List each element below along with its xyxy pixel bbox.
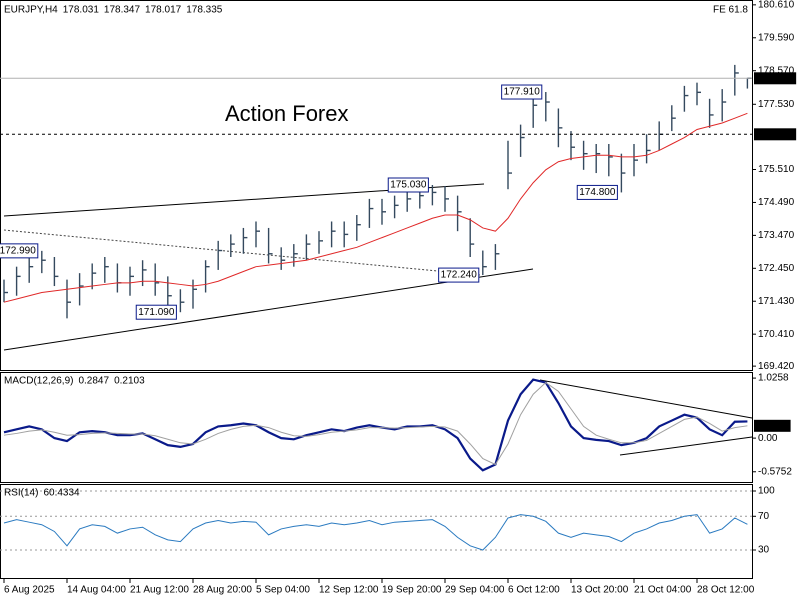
x-tick-label: 5 Sep 04:00	[256, 585, 310, 596]
x-tick-label: 28 Aug 20:00	[193, 585, 252, 596]
header-text: MACD(12,26,9)	[4, 376, 73, 387]
y-tick-label: 174.490	[758, 197, 795, 208]
price-annotation-box	[387, 177, 429, 193]
y-tick-label: 175.510	[758, 164, 795, 175]
level-label: 176.600	[757, 129, 794, 140]
y-tick-label: 171.430	[758, 296, 795, 307]
header-text: EURJPY,H4	[4, 5, 58, 16]
price-annotation: 172.990	[0, 246, 36, 257]
price-annotation-box	[0, 243, 39, 259]
signal-label-box	[754, 419, 791, 432]
y-tick-label: 100	[758, 486, 775, 497]
header-text: RSI(14)	[4, 488, 38, 499]
y-tick-label: 1.0258	[758, 373, 789, 384]
price-panel	[0, 0, 753, 371]
y-tick-label: 173.470	[758, 230, 795, 241]
x-tick-label: 14 Aug 04:00	[67, 585, 126, 596]
price-annotation-box	[438, 267, 480, 283]
x-tick-label: 13 Oct 20:00	[571, 585, 629, 596]
x-tick-label: 28 Oct 12:00	[697, 585, 755, 596]
header-text: 178.347	[104, 5, 141, 16]
header-text: 60.4334	[43, 488, 80, 499]
price-annotation: 172.240	[441, 270, 478, 281]
x-tick-label: 6 Oct 12:00	[508, 585, 560, 596]
y-tick-label: 30	[758, 545, 770, 556]
header-text: 178.031	[63, 5, 100, 16]
y-tick-label: 179.590	[758, 32, 795, 43]
y-tick-label: 178.570	[758, 65, 795, 76]
x-tick-label: 29 Sep 04:00	[445, 585, 505, 596]
x-tick-label: 21 Oct 04:00	[634, 585, 692, 596]
moving-average	[3, 112, 748, 303]
header-text: 178.017	[145, 5, 182, 16]
price-annotation-box	[501, 84, 543, 100]
header-text: 0.2847	[78, 376, 109, 387]
current-price-label: 178.335	[757, 73, 794, 84]
y-tick-label: 170.410	[758, 329, 795, 340]
indicator-note: FE 61.8	[713, 5, 748, 16]
price-annotation-box	[135, 304, 177, 320]
x-tick-label: 6 Aug 2025	[4, 585, 55, 596]
x-tick-label: 12 Sep 12:00	[319, 585, 379, 596]
x-tick-label: 19 Sep 20:00	[382, 585, 442, 596]
y-tick-label: -0.5752	[758, 466, 792, 477]
price-annotation-box	[576, 184, 618, 200]
macd-trendline	[539, 379, 753, 419]
indicator-line	[3, 381, 748, 466]
price-annotation: 177.910	[504, 87, 541, 98]
y-tick-label: 70	[758, 511, 770, 522]
current-price-label-box	[754, 72, 797, 85]
level-label-box	[754, 128, 797, 141]
signal-label: 0.2103	[757, 420, 788, 431]
price-annotation: 171.090	[138, 307, 175, 318]
macd-trendline	[619, 436, 753, 456]
y-tick-label: 169.420	[758, 361, 795, 372]
price-annotation: 175.030	[390, 180, 427, 191]
y-tick-label: 0.00	[758, 433, 778, 444]
y-tick-label: 172.450	[758, 263, 795, 274]
header-text: 178.335	[186, 5, 223, 16]
header-text: 0.2103	[114, 376, 145, 387]
macd-panel	[0, 372, 753, 483]
x-tick-label: 21 Aug 12:00	[130, 585, 189, 596]
indicator-line	[3, 514, 748, 551]
rsi-panel	[0, 484, 753, 579]
y-tick-label: 177.530	[758, 99, 795, 110]
y-tick-label: 180.610	[758, 0, 795, 10]
price-annotation: 174.800	[579, 187, 616, 198]
indicator-line	[3, 378, 748, 472]
watermark: Action Forex	[225, 101, 349, 126]
